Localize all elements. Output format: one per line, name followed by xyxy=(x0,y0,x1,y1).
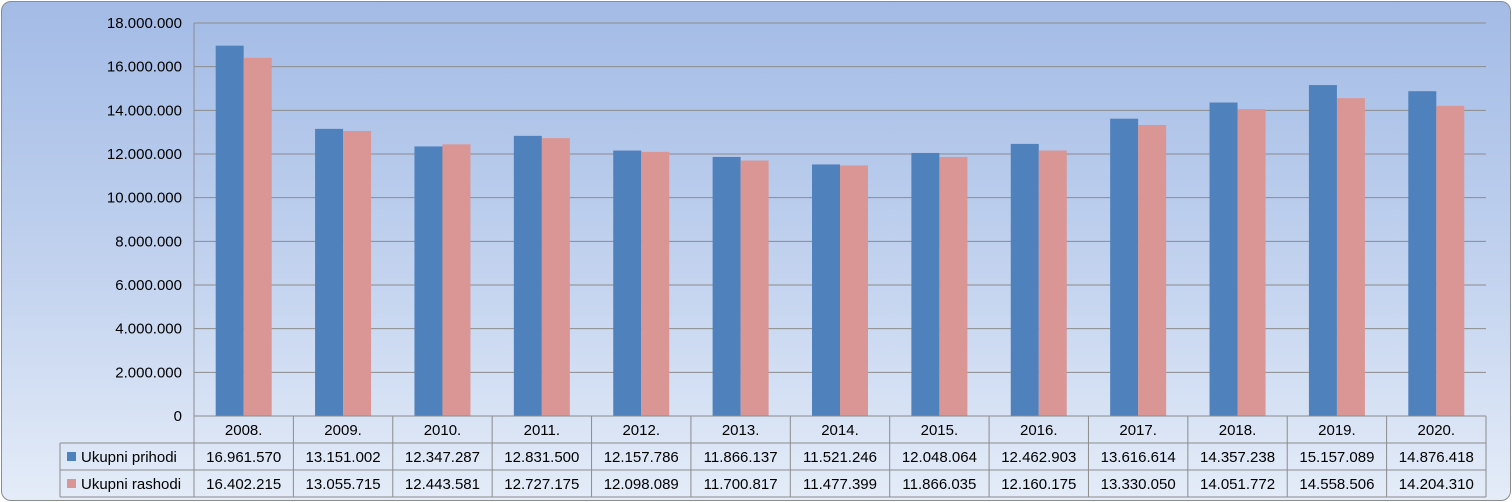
bar-rashodi xyxy=(1038,150,1067,416)
bar-prihodi xyxy=(513,135,542,416)
bar-prihodi xyxy=(414,146,443,416)
bar-rashodi xyxy=(442,144,471,416)
data-label: 14.876.418 xyxy=(1399,449,1474,466)
bar-rashodi xyxy=(939,156,968,416)
bar-prihodi xyxy=(1110,118,1139,417)
x-tick-label: 2018. xyxy=(1219,422,1257,439)
bar-prihodi xyxy=(315,128,344,416)
x-tick-label: 2017. xyxy=(1119,422,1157,439)
y-tick-label: 0 xyxy=(174,408,182,425)
y-axis: 0 2.000.000 4.000.000 6.000.000 8.000.000 10.… xyxy=(107,15,195,425)
data-label: 13.616.614 xyxy=(1101,449,1176,466)
data-label: 12.048.064 xyxy=(902,449,977,466)
bar-prihodi xyxy=(1010,143,1039,416)
data-label: 14.558.506 xyxy=(1299,476,1374,493)
data-label: 12.462.903 xyxy=(1001,449,1076,466)
x-tick-label: 2009. xyxy=(324,422,362,439)
data-label: 12.443.581 xyxy=(405,476,480,493)
y-tick-label: 16.000.000 xyxy=(107,59,182,76)
data-label: 12.347.287 xyxy=(405,449,480,466)
data-table: 2008. 2009. 2010. 2011. 2012. 2013. 2014. 2015.… xyxy=(59,415,1487,498)
bar-prihodi xyxy=(812,164,840,416)
data-label: 12.727.175 xyxy=(504,476,579,493)
data-label: 13.151.002 xyxy=(306,449,381,466)
bar-prihodi xyxy=(1308,85,1337,416)
legend-label: Ukupni rashodi xyxy=(81,476,181,493)
data-label: 11.477.399 xyxy=(803,476,877,493)
y-tick-label: 2.000.000 xyxy=(115,364,182,381)
data-label: 14.051.772 xyxy=(1200,476,1275,493)
bar-rashodi xyxy=(840,165,868,416)
x-tick-label: 2016. xyxy=(1020,422,1058,439)
x-tick-label: 2019. xyxy=(1318,422,1356,439)
bar-rashodi xyxy=(1138,124,1167,416)
x-tick-label: 2011. xyxy=(524,422,560,439)
bar-rashodi xyxy=(343,130,372,416)
bar-prihodi xyxy=(911,152,940,416)
legend-swatch xyxy=(67,479,76,488)
data-label: 12.098.089 xyxy=(604,476,679,493)
data-label: 11.700.817 xyxy=(704,476,778,493)
bars xyxy=(215,45,1465,417)
bar-rashodi xyxy=(740,160,769,416)
x-tick-label: 2020. xyxy=(1418,422,1456,439)
y-tick-label: 4.000.000 xyxy=(115,321,182,338)
data-label: 15.157.089 xyxy=(1299,449,1374,466)
data-label: 12.831.500 xyxy=(504,449,579,466)
data-label: 14.204.310 xyxy=(1399,476,1474,493)
bar-prihodi xyxy=(613,150,642,417)
bar-rashodi xyxy=(541,138,570,416)
data-label: 14.357.238 xyxy=(1200,449,1275,466)
y-tick-label: 10.000.000 xyxy=(107,190,182,207)
x-tick-label: 2015. xyxy=(921,422,959,439)
bar-prihodi xyxy=(215,45,244,416)
data-label: 12.160.175 xyxy=(1001,476,1076,493)
legend-swatch xyxy=(67,452,76,461)
y-tick-label: 6.000.000 xyxy=(115,277,182,294)
legend-label: Ukupni prihodi xyxy=(81,449,177,466)
bar-prihodi xyxy=(1209,102,1238,417)
bar-rashodi xyxy=(1336,98,1365,416)
data-label: 11.866.035 xyxy=(902,476,976,493)
bar-rashodi xyxy=(1436,105,1465,417)
bar-prihodi xyxy=(1408,91,1437,416)
data-label: 16.961.570 xyxy=(206,449,281,466)
x-tick-label: 2014. xyxy=(821,422,859,439)
bar-rashodi xyxy=(641,151,670,416)
y-tick-label: 14.000.000 xyxy=(107,102,182,119)
bar-rashodi xyxy=(243,57,272,416)
data-label: 13.055.715 xyxy=(306,476,381,493)
bar-rashodi xyxy=(1237,109,1266,417)
y-tick-label: 8.000.000 xyxy=(115,233,182,250)
data-label: 11.521.246 xyxy=(803,449,877,466)
data-label: 13.330.050 xyxy=(1101,476,1176,493)
bar-prihodi xyxy=(712,156,741,416)
x-tick-label: 2008. xyxy=(225,422,263,439)
data-label: 16.402.215 xyxy=(206,476,281,493)
y-tick-label: 12.000.000 xyxy=(107,146,182,163)
x-tick-label: 2010. xyxy=(424,422,462,439)
data-label: 12.157.786 xyxy=(604,449,679,466)
x-tick-label: 2012. xyxy=(622,422,660,439)
y-tick-label: 18.000.000 xyxy=(107,15,182,32)
data-label: 11.866.137 xyxy=(704,449,778,466)
x-tick-label: 2013. xyxy=(722,422,760,439)
